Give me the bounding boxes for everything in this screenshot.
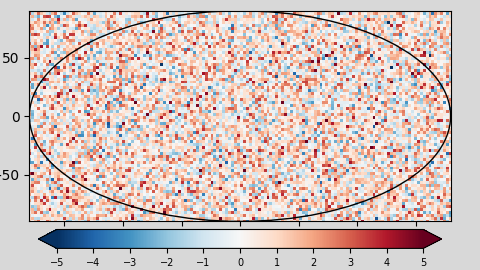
PathPatch shape: [38, 230, 57, 248]
PathPatch shape: [423, 230, 442, 248]
